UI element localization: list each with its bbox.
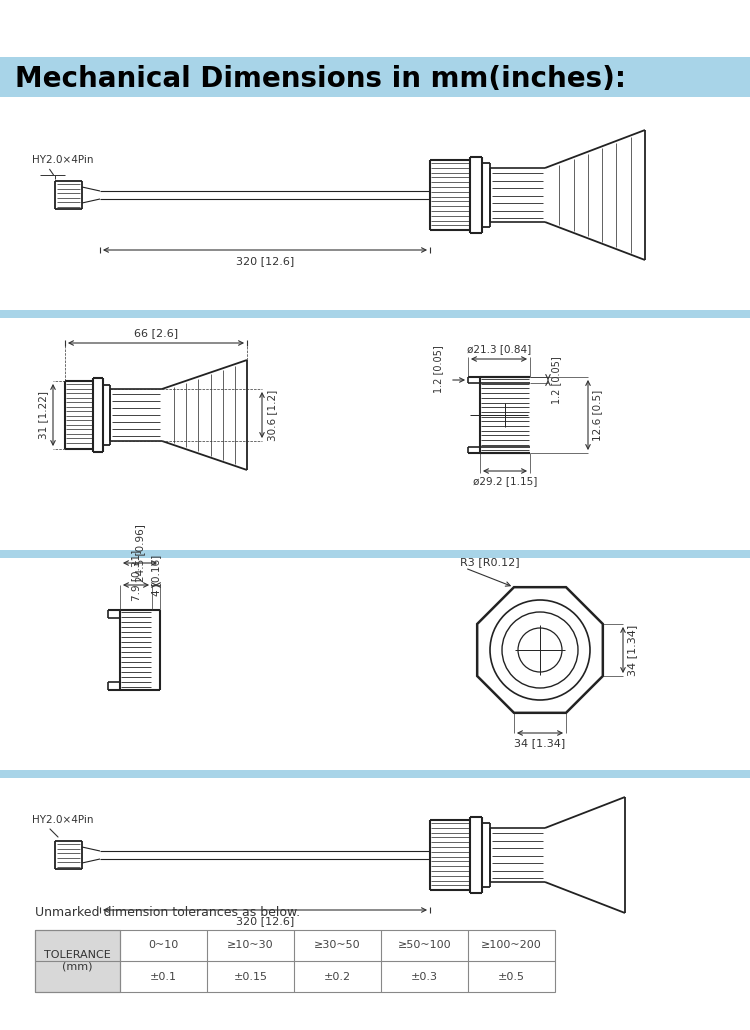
Text: 66 [2.6]: 66 [2.6]	[134, 328, 178, 338]
Text: R3 [R0.12]: R3 [R0.12]	[460, 557, 520, 566]
Text: 12.6 [0.5]: 12.6 [0.5]	[592, 389, 602, 441]
Text: HY2.0×4Pin: HY2.0×4Pin	[32, 154, 94, 165]
Bar	[35, 930, 555, 992]
Text: 30.6 [1.2]: 30.6 [1.2]	[267, 389, 277, 441]
Bar	[35, 930, 120, 992]
Bar	[0, 57, 750, 97]
Text: 1.2 [0.05]: 1.2 [0.05]	[433, 345, 443, 392]
Text: ≥30~50: ≥30~50	[314, 940, 361, 951]
Bar	[0, 550, 750, 558]
Text: ±0.15: ±0.15	[233, 971, 268, 982]
Text: 320 [12.6]: 320 [12.6]	[236, 916, 294, 926]
Text: 34 [1.34]: 34 [1.34]	[627, 624, 637, 676]
Text: ø21.3 [0.84]: ø21.3 [0.84]	[466, 344, 531, 354]
Text: ±0.1: ±0.1	[150, 971, 177, 982]
Text: HY2.0×4Pin: HY2.0×4Pin	[32, 815, 94, 825]
Text: 34 [1.34]: 34 [1.34]	[514, 739, 566, 748]
Bar	[0, 770, 750, 778]
Text: ±0.3: ±0.3	[411, 971, 438, 982]
Text: 7.9 [0.31]: 7.9 [0.31]	[131, 549, 141, 600]
Text: 24.5 [0.96]: 24.5 [0.96]	[135, 524, 145, 582]
Text: 31 [1.22]: 31 [1.22]	[38, 391, 48, 439]
Text: 4 [0.16]: 4 [0.16]	[151, 554, 161, 595]
Text: TOLERANCE
(mm): TOLERANCE (mm)	[44, 951, 111, 971]
Text: Unmarked dimension tolerances as below.: Unmarked dimension tolerances as below.	[35, 906, 300, 919]
Text: 320 [12.6]: 320 [12.6]	[236, 256, 294, 266]
Bar	[0, 310, 750, 318]
Text: Mechanical Dimensions in mm(inches):: Mechanical Dimensions in mm(inches):	[15, 65, 626, 93]
Text: ø29.2 [1.15]: ø29.2 [1.15]	[472, 476, 537, 486]
Text: 0~10: 0~10	[148, 940, 178, 951]
Text: ≥50~100: ≥50~100	[398, 940, 451, 951]
Text: ±0.2: ±0.2	[324, 971, 351, 982]
Text: ≥10~30: ≥10~30	[227, 940, 274, 951]
Text: 1.2 [0.05]: 1.2 [0.05]	[551, 356, 561, 404]
Text: ±0.5: ±0.5	[498, 971, 525, 982]
Text: ≥100~200: ≥100~200	[482, 940, 542, 951]
